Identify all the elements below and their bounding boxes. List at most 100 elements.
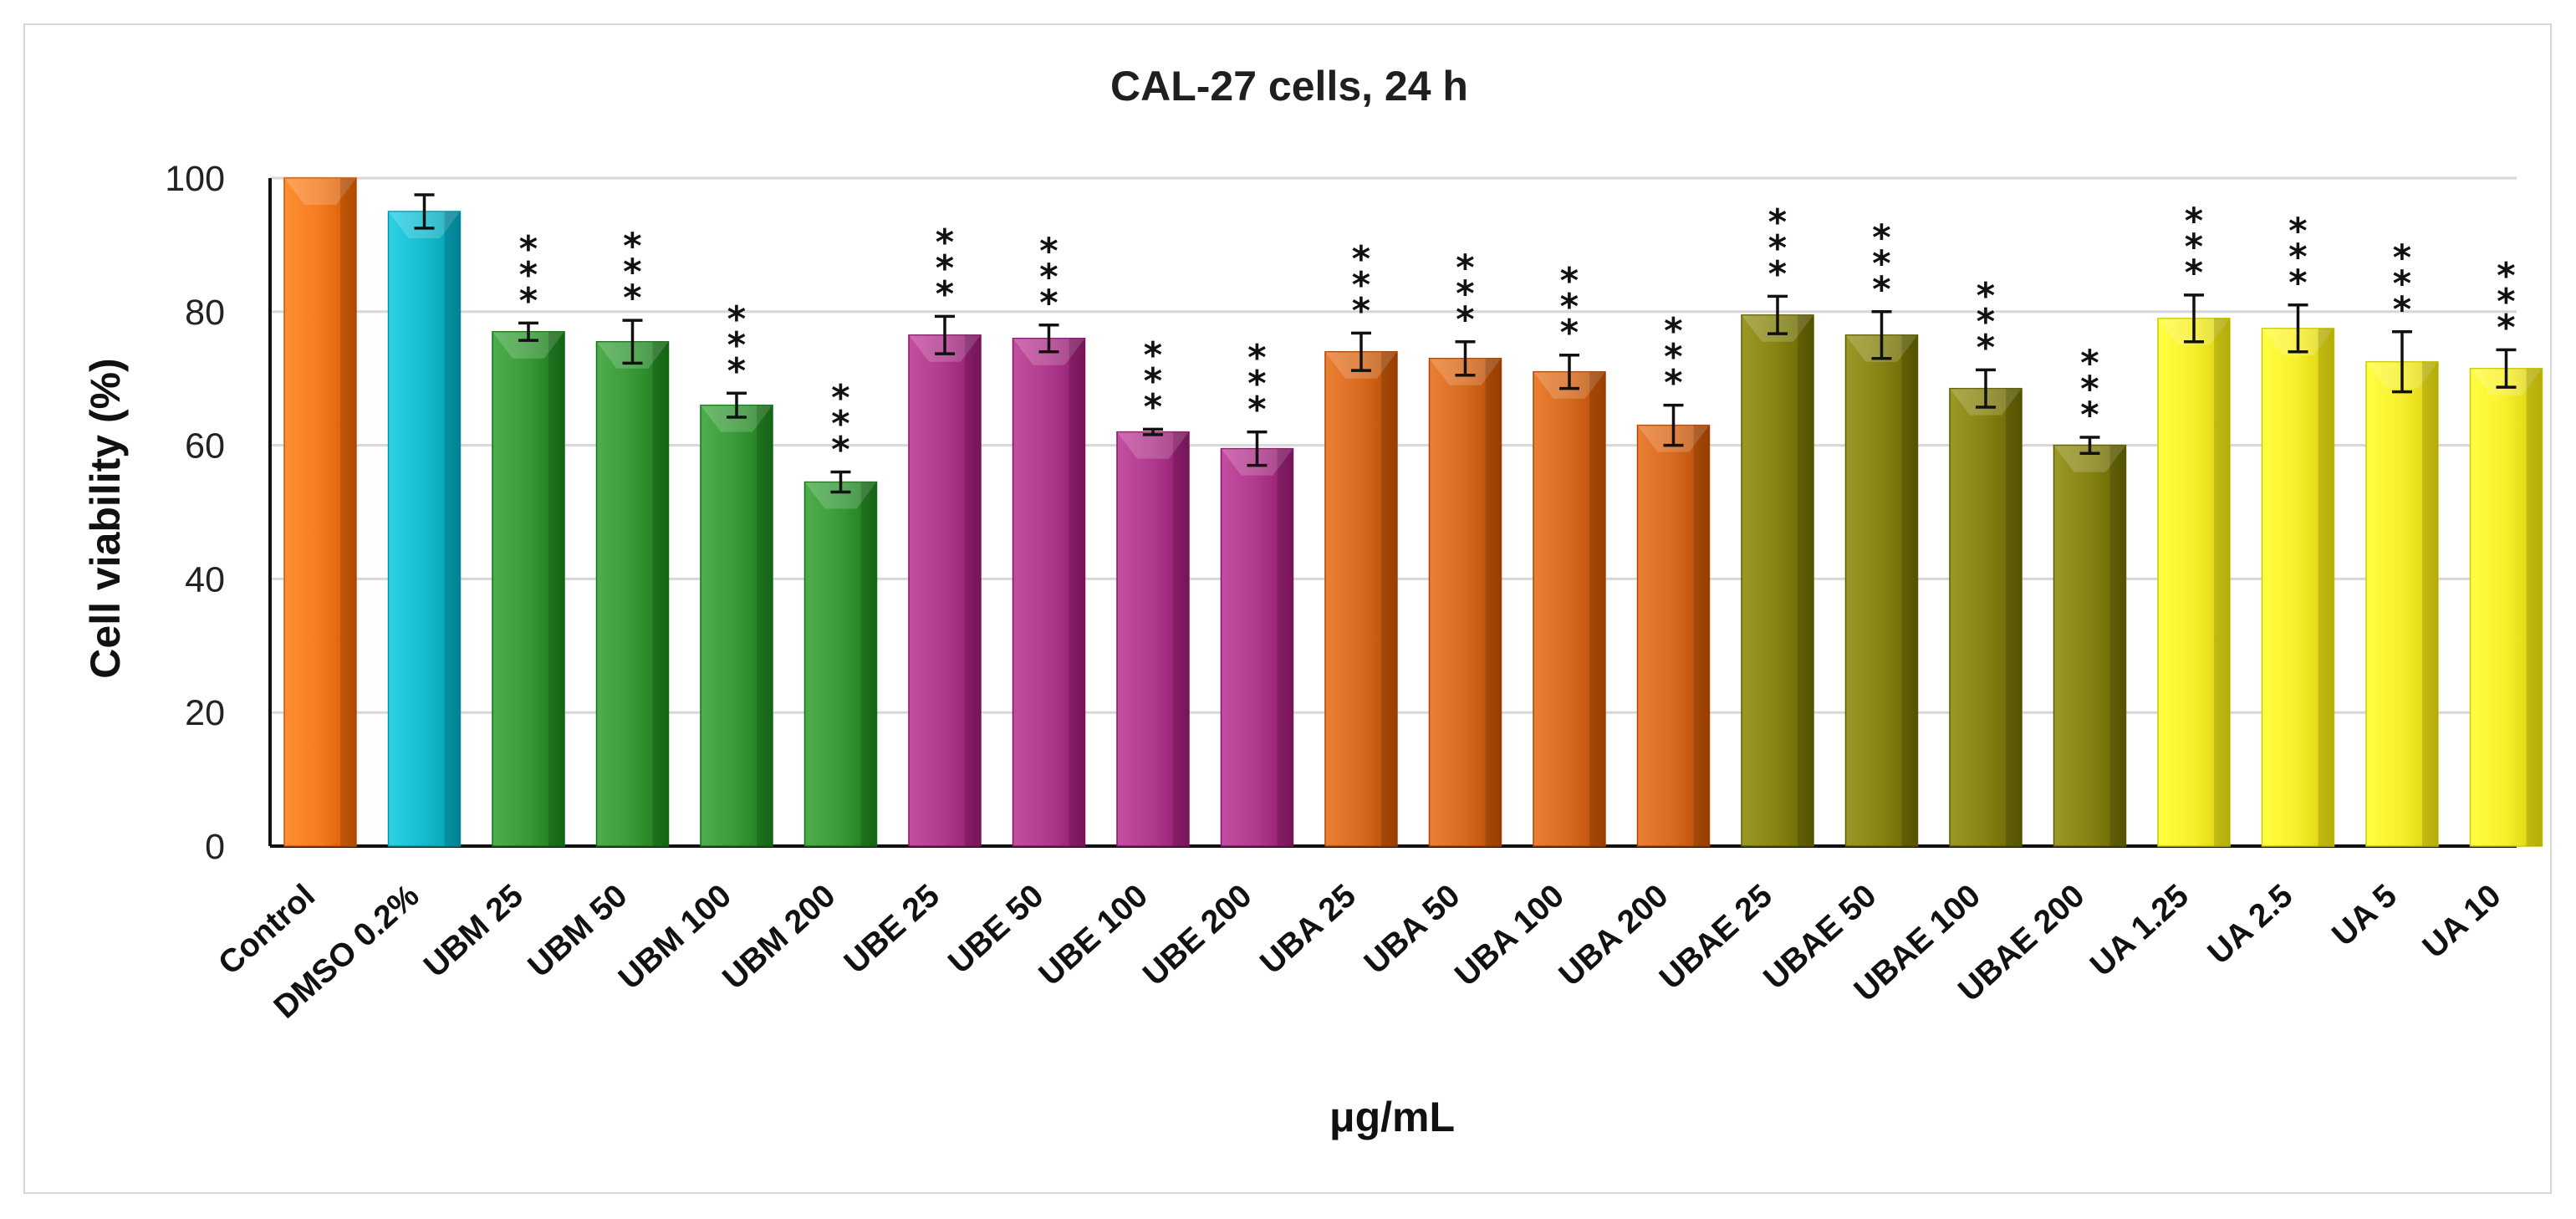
significance-star-6-2: * [934, 273, 956, 315]
bar-side-shadow-13 [1693, 425, 1710, 846]
bar-group-18 [2157, 318, 2231, 847]
bar-top-highlight-17 [2053, 445, 2126, 472]
bar-side-shadow-1 [444, 211, 461, 846]
bar-9 [1220, 447, 1294, 847]
significance-star-20-0: * [2391, 237, 2413, 279]
significance-star-2-0: * [518, 228, 539, 270]
significance-star-17-0: * [2079, 343, 2101, 385]
bar-group-10 [1324, 350, 1398, 847]
bar-group-13 [1636, 424, 1711, 847]
x-axis-title: μg/mL [1329, 1094, 1455, 1140]
significance-star-14-0: * [1767, 201, 1788, 243]
significance-star-9-2: * [1247, 390, 1268, 431]
error-bar-12 [1559, 353, 1579, 390]
significance-star-12-0: * [1558, 261, 1580, 303]
error-bar-20 [2392, 330, 2412, 394]
significance-star-16-1: * [1975, 301, 1997, 343]
bar-side-shadow-10 [1381, 351, 1397, 846]
significance-star-15-1: * [1871, 243, 1893, 285]
bar-0 [283, 177, 357, 847]
significance-star-2-1: * [518, 254, 539, 296]
x-tick-label-19: UA 2.5 [2201, 878, 2300, 972]
bar-side-shadow-7 [1069, 338, 1085, 846]
bar-group-15 [1844, 334, 1919, 847]
significance-label-19: *** [2288, 211, 2309, 304]
x-tick-label-14: UBAE 25 [1653, 878, 1779, 997]
bar-group-6 [908, 334, 982, 847]
significance-layer: ********************************* *******… [518, 201, 2517, 472]
significance-star-14-2: * [1767, 253, 1788, 295]
bar-group-12 [1533, 370, 1606, 847]
bar-group-1 [387, 211, 462, 847]
significance-label-10: *** [1350, 238, 1372, 332]
bar-13 [1636, 424, 1711, 847]
y-tick-label-20: 20 [185, 693, 225, 733]
bar-group-17 [2053, 444, 2127, 847]
error-bar-10 [1351, 331, 1371, 372]
significance-star-2-2: * [518, 280, 539, 322]
significance-star-5-2: * [830, 430, 852, 472]
error-bar-4 [727, 391, 747, 419]
significance-star-17-1: * [2079, 369, 2101, 411]
bar-side-shadow-4 [757, 405, 773, 846]
significance-star-21-2: * [2496, 307, 2517, 349]
significance-star-13-2: * [1663, 363, 1685, 405]
bar-6 [908, 334, 982, 847]
significance-star-18-2: * [2183, 252, 2205, 294]
significance-star-10-2: * [1350, 290, 1372, 332]
significance-star-8-2: * [1142, 386, 1164, 428]
bar-side-shadow-8 [1173, 431, 1189, 846]
y-axis-ticks: 0 20 40 60 80 100 [165, 159, 225, 867]
error-bar-21 [2496, 348, 2517, 389]
significance-star-11-2: * [1455, 299, 1477, 341]
significance-star-21-1: * [2496, 281, 2517, 323]
significance-label-20: *** [2391, 237, 2413, 331]
significance-label-14: *** [1767, 201, 1788, 295]
significance-label-6: *** [934, 222, 956, 315]
y-axis-title: Cell viability (%) [82, 358, 129, 678]
significance-star-19-2: * [2288, 263, 2309, 304]
bar-side-shadow-9 [1277, 448, 1293, 846]
significance-star-6-0: * [934, 222, 956, 263]
bar-side-shadow-3 [652, 341, 669, 846]
bar-top-highlight-8 [1117, 431, 1189, 459]
significance-star-8-1: * [1142, 360, 1164, 402]
significance-label-18: *** [2183, 201, 2205, 294]
significance-star-5-0: * [830, 378, 852, 420]
bar-group-19 [2261, 328, 2335, 847]
x-tick-label-6: UBE 25 [838, 878, 946, 981]
significance-label-13: *** [1663, 311, 1685, 405]
bar-8 [1116, 431, 1190, 847]
bar-10 [1324, 350, 1398, 847]
bar-5 [803, 481, 878, 847]
bar-group-0 [283, 177, 357, 847]
x-tick-label-13: UBA 200 [1553, 878, 1676, 993]
y-tick-label-0: 0 [205, 827, 225, 867]
chart-title: CAL-27 cells, 24 h [1110, 63, 1468, 110]
bar-side-shadow-0 [340, 178, 356, 846]
significance-label-15: *** [1871, 217, 1893, 311]
significance-star-3-1: * [622, 252, 644, 293]
error-bar-18 [2184, 293, 2204, 344]
bar-side-shadow-11 [1485, 358, 1502, 847]
significance-label-21: *** [2496, 255, 2517, 349]
bar-side-shadow-17 [2109, 445, 2126, 846]
x-tick-label-9: UBE 200 [1136, 878, 1258, 993]
bar-4 [700, 404, 773, 847]
significance-star-7-2: * [1038, 283, 1060, 324]
significance-star-13-1: * [1663, 337, 1685, 379]
significance-label-3: *** [622, 226, 644, 319]
bar-side-shadow-2 [548, 331, 564, 846]
error-bar-2 [518, 321, 538, 342]
significance-label-12: *** [1558, 261, 1580, 354]
error-bar-16 [1976, 368, 1996, 409]
significance-star-11-0: * [1455, 247, 1477, 289]
error-bar-6 [935, 314, 955, 355]
significance-star-9-1: * [1247, 364, 1268, 405]
bar-side-shadow-18 [2214, 318, 2230, 846]
bar-15 [1844, 334, 1919, 847]
significance-star-7-0: * [1038, 231, 1060, 273]
bar-3 [595, 341, 670, 847]
significance-star-12-1: * [1558, 287, 1580, 329]
